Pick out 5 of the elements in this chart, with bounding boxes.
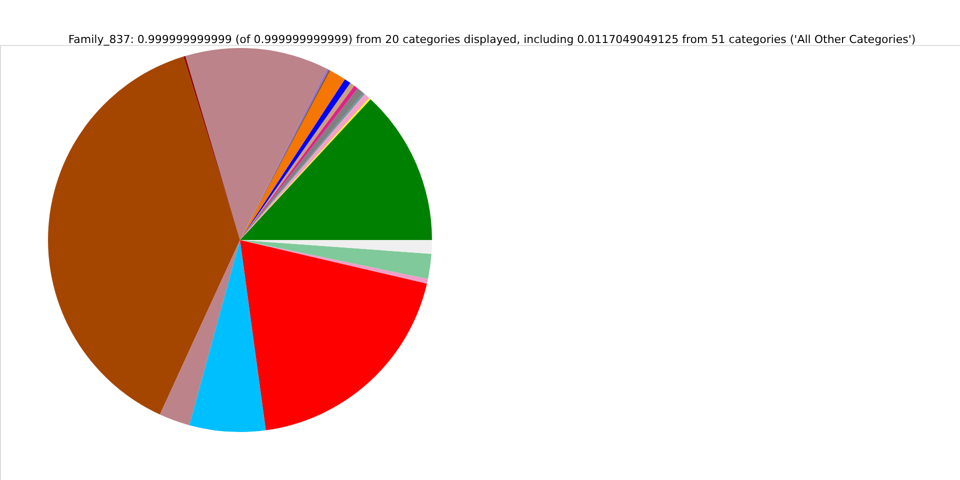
text: Family_837: 0.999999999999 (of 0.999999999999) from 20 categories displayed, including 0.0117049049125 from 51 categories ('All Other Categories') <box>68 33 916 46</box>
pie-slice <box>48 56 240 414</box>
pie-slice <box>240 99 432 240</box>
pie-slice <box>240 240 427 430</box>
pie-slice <box>189 240 266 432</box>
